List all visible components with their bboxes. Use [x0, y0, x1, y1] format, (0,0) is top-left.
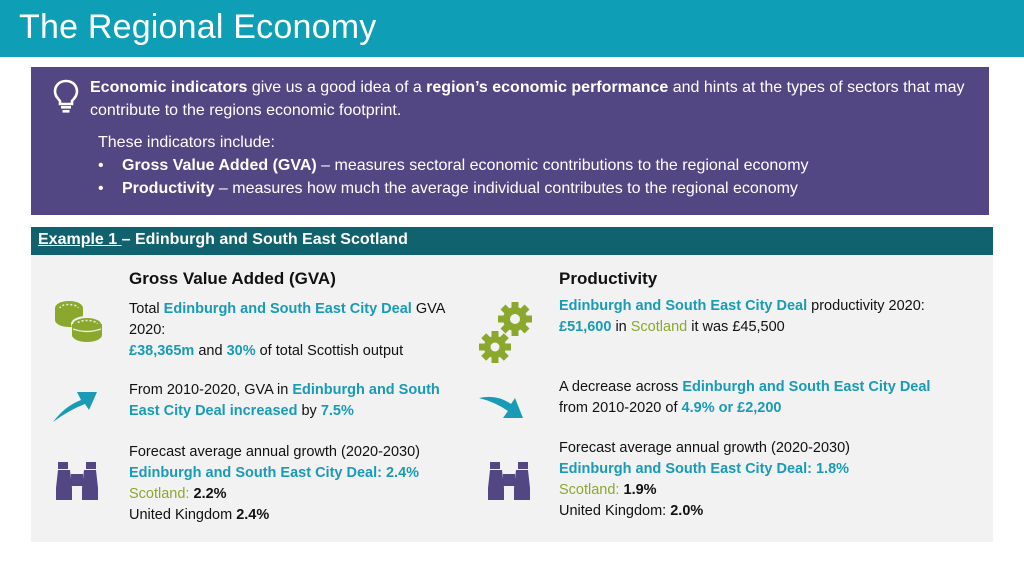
intro-paragraph: Economic indicators give us a good idea … [90, 76, 970, 122]
productivity-value-run: productivity 2020: [807, 298, 925, 314]
bullet-gva: Gross Value Added (GVA) – measures secto… [98, 154, 958, 177]
example-bar: Example 1 – Edinburgh and South East Sco… [31, 227, 993, 255]
productivity-forecast: Forecast average annual growth (2020-203… [559, 438, 959, 522]
gva-change-text: From 2010-2020, GVA in Edinburgh and Sou… [129, 380, 469, 422]
gva-change-run: by [297, 403, 321, 419]
gva-total-run: GVA 2020: [129, 301, 445, 338]
indicators-lead: These indicators include: [98, 134, 275, 151]
productivity-forecast-heading: Forecast average annual growth (2020-203… [559, 440, 850, 456]
productivity-change-run: Edinburgh and South East City Deal [682, 379, 931, 395]
intro-p1-run: region’s economic performance [426, 79, 669, 96]
productivity-title: Productivity [559, 269, 658, 288]
gva-change-run: Edinburgh and South East City Deal incre… [129, 382, 440, 419]
gva-uk-value: 2.4% [236, 507, 270, 523]
productivity-scotland-value: 1.9% [623, 482, 657, 498]
gva-forecast-uk: United Kingdom 2.4% [129, 505, 469, 526]
title-bar: The Regional Economy [0, 0, 1024, 57]
example-label: Example 1 [38, 231, 122, 248]
gva-scotland-value: 2.2% [193, 486, 227, 502]
gva-forecast-city-deal: Edinburgh and South East City Deal: 2.4% [129, 465, 420, 481]
gva-change-run: 7.5% [320, 403, 354, 419]
productivity-value-run: it was £45,500 [687, 319, 785, 335]
gva-total-run: Total [129, 301, 164, 317]
productivity-value-text: Edinburgh and South East City Deal produ… [559, 296, 959, 338]
intro-box: Economic indicators give us a good idea … [31, 67, 989, 215]
productivity-value-run: £51,600 [559, 319, 612, 335]
productivity-value-run: in [611, 319, 631, 335]
intro-p1-run: and hints at the types of sectors that m… [90, 79, 965, 119]
gva-forecast: Forecast average annual growth (2020-203… [129, 442, 469, 526]
intro-p1-run: Economic indicators [90, 79, 248, 96]
productivity-forecast-uk: United Kingdom: 2.0% [559, 501, 959, 522]
gva-change-run: From 2010-2020, GVA in [129, 382, 293, 398]
productivity-change-run: 4.9% or £2,200 [681, 400, 782, 416]
arrow-down-icon [479, 396, 523, 418]
productivity-scotland-label: Scotland: [559, 482, 620, 498]
example-title: – Edinburgh and South East Scotland [121, 231, 408, 248]
bullet-gva-label: Gross Value Added (GVA) [122, 157, 317, 174]
gva-scotland-label: Scotland: [129, 486, 190, 502]
lightbulb-icon [53, 79, 79, 113]
indicators-list: These indicators include: Gross Value Ad… [98, 131, 958, 200]
productivity-forecast-scotland: Scotland: 1.9% [559, 480, 959, 501]
binoculars-icon [56, 462, 98, 500]
gva-total-run: of total Scottish output [255, 343, 404, 359]
example-panel: Gross Value Added (GVA) Total Edinburgh … [31, 255, 993, 542]
gva-total-run: Edinburgh and South East City Deal [163, 301, 412, 317]
coins-icon [55, 301, 103, 342]
productivity-change-run: A decrease across [559, 379, 683, 395]
bullet-gva-text: – measures sectoral economic contributio… [316, 157, 809, 174]
productivity-change-run: from 2010-2020 of [559, 400, 682, 416]
productivity-change-text: A decrease across Edinburgh and South Ea… [559, 377, 959, 419]
gva-forecast-heading: Forecast average annual growth (2020-203… [129, 444, 420, 460]
gva-uk-label: United Kingdom [129, 507, 233, 523]
gva-title: Gross Value Added (GVA) [129, 269, 336, 288]
productivity-uk-value: 2.0% [670, 503, 704, 519]
page-title: The Regional Economy [19, 8, 377, 46]
productivity-forecast-city-deal: Edinburgh and South East City Deal: 1.8% [559, 461, 850, 477]
bullet-productivity: Productivity – measures how much the ave… [98, 177, 958, 200]
bullet-productivity-label: Productivity [122, 180, 215, 197]
gva-total-run: 30% [226, 343, 256, 359]
arrow-up-icon [53, 392, 97, 422]
productivity-uk-label: United Kingdom: [559, 503, 667, 519]
binoculars-icon [488, 462, 530, 500]
productivity-value-run: Edinburgh and South East City Deal [559, 298, 808, 314]
intro-p1-run: give us a good idea of a [247, 79, 427, 96]
gva-total-run: £38,365m [129, 343, 195, 359]
gears-icon [479, 302, 532, 363]
gva-total-text: Total Edinburgh and South East City Deal… [129, 299, 459, 362]
gva-forecast-scotland: Scotland: 2.2% [129, 484, 469, 505]
gva-total-run: and [194, 343, 227, 359]
bullet-productivity-text: – measures how much the average individu… [214, 180, 798, 197]
productivity-value-run: Scotland [630, 319, 688, 335]
